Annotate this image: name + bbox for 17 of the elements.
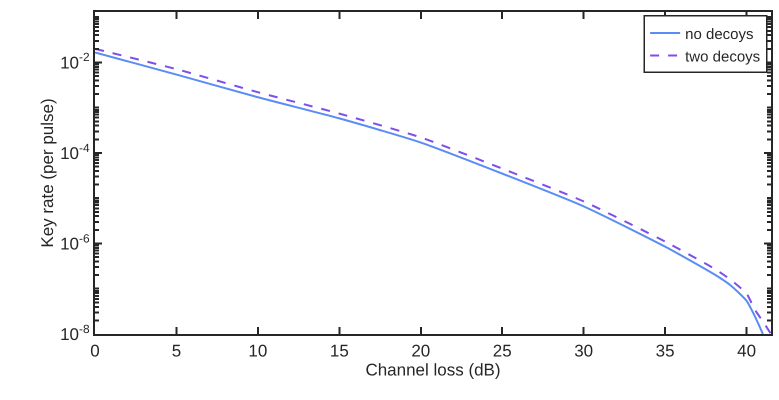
y-tick-label: 10$^{-6}$ [60,231,90,254]
x-axis-title: Channel loss (dB) [365,360,501,380]
y-tick-label: 10$^{-8}$ [60,322,90,344]
x-tick-label: 15 [330,341,349,360]
x-tick-label: 5 [172,341,182,360]
x-tick-label: 40 [737,341,756,360]
x-tick-label: 25 [492,341,512,360]
y-tick-label: 10$^{-4}$ [60,140,90,163]
y-tick-label: 10$^{-2}$ [60,50,90,72]
x-tick-label: 0 [90,341,100,360]
x-tick-label: 10 [248,341,268,360]
legend-label: two decoys [685,48,760,66]
legend-label: no decoys [685,26,754,43]
y-axis-title: Key rate (per pulse) [38,98,58,248]
x-tick-label: 20 [411,341,430,360]
x-tick-label: 30 [574,341,594,360]
x-tick-label: 35 [656,341,675,360]
